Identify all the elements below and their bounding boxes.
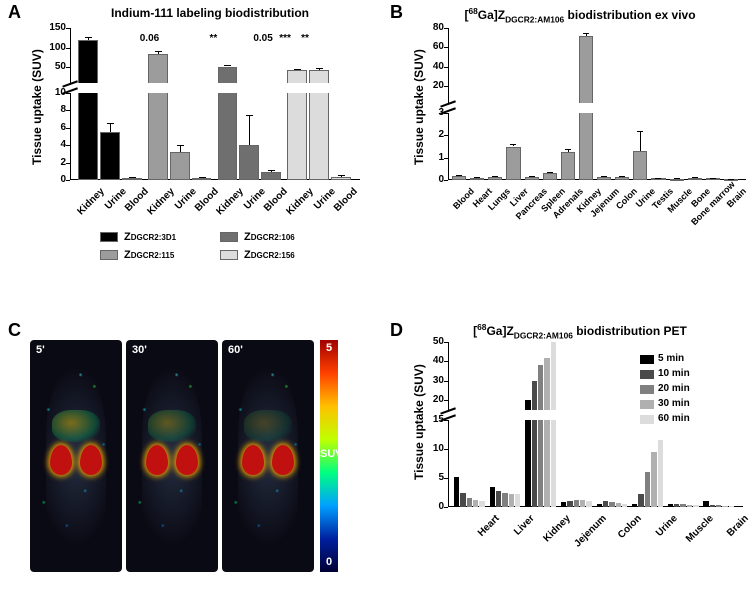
legend-label: ZDGCR2:3D1 bbox=[124, 231, 176, 243]
pet-scan-image: 5' bbox=[30, 340, 122, 572]
axis-break-icon bbox=[443, 411, 453, 417]
legend-swatch bbox=[220, 250, 238, 260]
stat-annotation: ** bbox=[210, 33, 218, 44]
chart-b-title: [68Ga]ZDGCR2:AM106 biodistribution ex vi… bbox=[420, 6, 740, 24]
chart-a-title: Indium-111 labeling biodistribution bbox=[60, 6, 360, 20]
chart-b bbox=[448, 28, 746, 180]
x-tick-label: Jejenum bbox=[570, 513, 609, 552]
colorbar-max: 5 bbox=[320, 342, 338, 354]
stat-annotation: ** bbox=[301, 33, 309, 44]
pet-scan-image: 30' bbox=[126, 340, 218, 572]
legend-swatch bbox=[220, 232, 238, 242]
legend-swatch bbox=[100, 232, 118, 242]
chart-d bbox=[448, 342, 743, 507]
legend-label: ZDGCR2:106 bbox=[244, 231, 295, 243]
axis-break-icon bbox=[65, 84, 75, 90]
legend-swatch bbox=[640, 355, 654, 364]
panel-label-b: B bbox=[390, 2, 403, 23]
stat-annotation: 0.06 bbox=[140, 33, 159, 44]
x-tick-label: Heart bbox=[463, 513, 502, 552]
x-tick-label: Muscle bbox=[676, 513, 715, 552]
legend-swatch bbox=[100, 250, 118, 260]
stat-annotation: 0.05 bbox=[253, 33, 272, 44]
legend-label: ZDGCR2:156 bbox=[244, 249, 295, 261]
legend-swatch bbox=[640, 370, 654, 379]
legend-swatch bbox=[640, 415, 654, 424]
legend-swatch bbox=[640, 400, 654, 409]
legend-label: 60 min bbox=[658, 413, 690, 424]
colorbar-unit: SUV bbox=[320, 448, 338, 460]
legend-swatch bbox=[640, 385, 654, 394]
legend-label: 20 min bbox=[658, 383, 690, 394]
axis-break-icon bbox=[443, 104, 453, 110]
legend-label: 10 min bbox=[658, 368, 690, 379]
pet-time-label: 60' bbox=[228, 344, 243, 356]
stat-annotation: *** bbox=[279, 33, 291, 44]
panel-label-a: A bbox=[8, 2, 21, 23]
legend-label: 5 min bbox=[658, 353, 684, 364]
chart-d-title: [68Ga]ZDGCR2:AM106 biodistribution PET bbox=[430, 322, 730, 340]
panel-label-c: C bbox=[8, 320, 21, 341]
x-tick-label: Urine bbox=[641, 513, 680, 552]
x-tick-label: Colon bbox=[605, 513, 644, 552]
x-tick-label: Brain bbox=[712, 513, 751, 552]
legend-label: ZDGCR2:115 bbox=[124, 249, 174, 261]
x-tick-label: Liver bbox=[498, 513, 537, 552]
panel-label-d: D bbox=[390, 320, 403, 341]
pet-time-label: 5' bbox=[36, 344, 45, 356]
pet-time-label: 30' bbox=[132, 344, 147, 356]
legend-label: 30 min bbox=[658, 398, 690, 409]
pet-scan-image: 60' bbox=[222, 340, 314, 572]
x-tick-label: Kidney bbox=[534, 513, 573, 552]
pet-images: 5' 30' 60' 5 SUV 0 bbox=[30, 340, 380, 590]
colorbar-min: 0 bbox=[320, 556, 338, 568]
